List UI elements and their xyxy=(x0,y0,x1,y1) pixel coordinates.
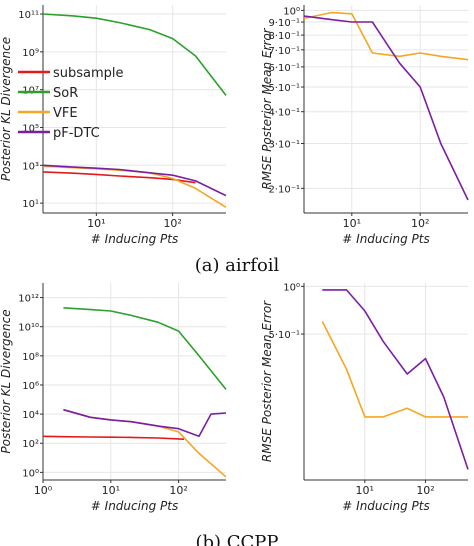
y-tick-label: 10⁰ xyxy=(283,6,300,17)
y-axis-label: Posterior KL Divergence xyxy=(0,37,13,181)
x-axis-label: # Inducing Pts xyxy=(91,232,178,246)
y-tick-label: 6·10⁻¹ xyxy=(268,63,300,74)
x-axis-label: # Inducing Pts xyxy=(342,232,429,246)
series-line-pf-dtc xyxy=(42,164,227,197)
y-axis-label: Posterior KL Divergence xyxy=(0,309,13,453)
x-tick-label: 10² xyxy=(169,484,187,497)
chart-ccpp-kl: 10⁰ 10¹ 10² 10⁰ 10² 10⁴ 10⁶ 10⁸ 10¹⁰ 10¹² # Induci… xyxy=(0,283,227,513)
chart-airfoil-kl: 10¹10²10¹10³10⁵10⁷10⁹10¹¹# Inducing PtsP… xyxy=(0,5,227,246)
y-axis-label: RMSE Posterior Mean Error xyxy=(260,300,274,462)
y-tick-label: 10⁴ xyxy=(22,410,39,421)
series-line-pf-dtc xyxy=(322,289,469,470)
series-line-sor xyxy=(63,307,227,390)
y-tick-label: 10¹ xyxy=(22,199,39,210)
caption-airfoil: (a) airfoil xyxy=(195,255,280,276)
series-line-sor xyxy=(42,13,227,96)
y-tick-label: 10¹⁰ xyxy=(18,323,39,334)
series-line-vfe xyxy=(321,321,468,418)
y-axis-label: RMSE Posterior Mean Error xyxy=(260,27,274,189)
x-tick-label: 10² xyxy=(416,484,434,497)
series-line-vfe xyxy=(303,11,469,61)
y-tick-label: 10¹¹ xyxy=(18,10,39,21)
caption-ccpp: (b) CCPP xyxy=(195,532,278,546)
x-tick-label: 10¹ xyxy=(87,217,105,230)
x-axis-label: # Inducing Pts xyxy=(91,499,178,513)
y-tick-label: 7·10⁻¹ xyxy=(268,46,300,57)
x-tick-label: 10² xyxy=(163,217,181,230)
y-tick-label: 9·10⁻¹ xyxy=(268,18,300,29)
y-tick-label: 5·10⁻¹ xyxy=(268,330,300,341)
y-tick-label: 10⁵ xyxy=(22,123,39,134)
y-tick-label: 10¹² xyxy=(18,294,39,305)
x-axis-label: # Inducing Pts xyxy=(342,499,429,513)
chart-ccpp-rmse: 10¹ 10² 10⁰ 5·10⁻¹ # Inducing Pts RMSE Poster… xyxy=(260,282,469,513)
y-tick-label: 3·10⁻¹ xyxy=(268,140,300,151)
legend-label: pF-DTC xyxy=(53,126,100,141)
y-tick-label: 4·10⁻¹ xyxy=(268,108,300,119)
legend-label: SoR xyxy=(53,86,78,101)
y-tick-label: 10⁰ xyxy=(22,468,39,479)
legend-label: VFE xyxy=(53,106,78,121)
series-line-pf-dtc xyxy=(63,408,227,438)
y-tick-label: 8·10⁻¹ xyxy=(268,31,300,42)
legend-label: subsample xyxy=(53,66,124,81)
x-tick-label: 10⁰ xyxy=(34,484,53,497)
series-line-subsample xyxy=(42,435,185,440)
x-tick-label: 10¹ xyxy=(343,217,361,230)
y-tick-label: 10⁶ xyxy=(22,381,39,392)
series-line-pf-dtc xyxy=(303,15,469,201)
series-line-subsample xyxy=(42,171,196,184)
y-tick-label: 2·10⁻¹ xyxy=(268,184,300,195)
y-tick-label: 10² xyxy=(22,439,39,450)
x-tick-label: 10² xyxy=(411,217,429,230)
y-tick-label: 10⁹ xyxy=(22,48,39,59)
y-tick-label: 10³ xyxy=(22,161,39,172)
x-tick-label: 10¹ xyxy=(356,484,374,497)
x-tick-label: 10¹ xyxy=(102,484,120,497)
y-tick-label: 5·10⁻¹ xyxy=(268,83,300,94)
y-tick-label: 10⁸ xyxy=(22,352,39,363)
y-tick-label: 10⁰ xyxy=(283,282,300,293)
